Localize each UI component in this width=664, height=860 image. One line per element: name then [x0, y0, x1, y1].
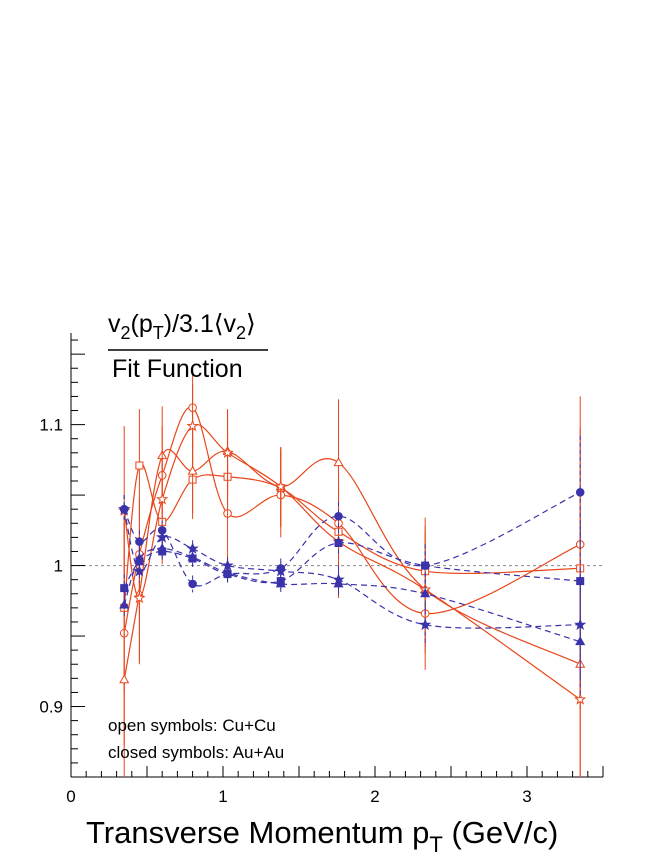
- data-point-star: [186, 419, 199, 432]
- data-point-square: [421, 561, 430, 570]
- data-point-triangle: [333, 457, 344, 467]
- x-ticks: 0 1 2 3: [66, 766, 604, 806]
- data-point-circle: [334, 511, 343, 521]
- data-point-star: [118, 502, 131, 515]
- data-point-star: [419, 618, 432, 630]
- data-point-square: [135, 461, 144, 470]
- data-point-star: [274, 480, 287, 492]
- data-point-star: [221, 559, 234, 571]
- data-point-circle: [135, 537, 144, 546]
- y-axis-title-denominator: Fit Function: [112, 355, 243, 383]
- y-ticks: 0.9 1 1.1: [39, 339, 85, 778]
- data-point-star: [574, 618, 587, 630]
- data-point-star: [133, 564, 146, 577]
- x-tick-label: 1: [218, 787, 227, 806]
- data-point-triangle: [275, 578, 286, 588]
- x-tick-label: 0: [66, 787, 75, 806]
- data-point-triangle: [187, 465, 198, 475]
- data-point-star: [133, 591, 146, 604]
- data-point-triangle: [119, 674, 130, 684]
- data-point-square: [334, 539, 343, 548]
- data-point-circle: [188, 579, 197, 589]
- series-5: [119, 435, 585, 593]
- data-point-triangle: [157, 543, 168, 553]
- y-axis-title: v2(pT)/3.1⟨v2⟩ Fit Function: [108, 310, 268, 383]
- data-point-star: [574, 693, 587, 705]
- series-curve: [123, 509, 581, 629]
- y-tick-label: 1: [54, 557, 63, 576]
- plot-frame: [70, 333, 603, 778]
- y-axis-title-numerator: v2(pT)/3.1⟨v2⟩: [108, 310, 256, 343]
- data-point-star: [156, 530, 169, 543]
- y-tick-label: 0.9: [39, 698, 63, 717]
- x-axis-title: Transverse Momentum pT (GeV/c): [86, 815, 558, 857]
- y-tick-label: 1.1: [39, 416, 63, 435]
- series-group: [118, 368, 587, 777]
- data-point-star: [186, 542, 199, 554]
- data-point-star: [274, 564, 287, 577]
- x-tick-label: 3: [522, 787, 531, 806]
- x-tick-label: 2: [370, 787, 379, 806]
- series-curve: [123, 548, 581, 643]
- annotation-open-symbols: open symbols: Cu+Cu: [108, 716, 276, 735]
- series-8: [118, 495, 587, 682]
- data-point-star: [221, 446, 234, 459]
- data-point-circle: [575, 487, 585, 497]
- annotation-closed-symbols: closed symbols: Au+Au: [108, 743, 284, 762]
- series-7: [119, 538, 586, 699]
- data-point-triangle: [119, 599, 130, 609]
- data-point-star: [332, 573, 345, 585]
- data-point-triangle: [420, 588, 431, 598]
- data-point-square: [120, 584, 129, 593]
- data-point-star: [156, 492, 169, 505]
